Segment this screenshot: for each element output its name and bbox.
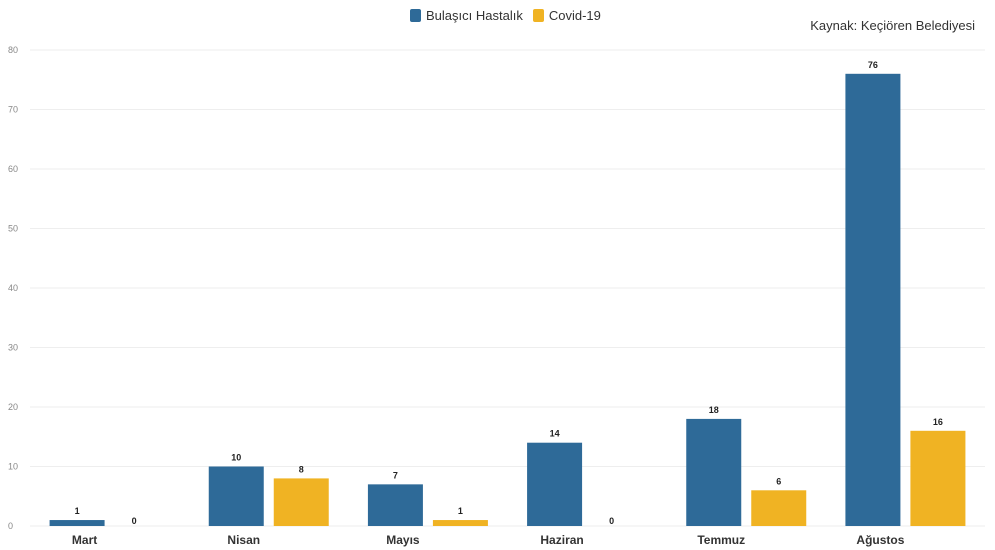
data-label: 0 (132, 516, 137, 526)
source-note: Kaynak: Keçiören Belediyesi (810, 18, 975, 33)
legend: Bulaşıcı Hastalık Covid-19 (410, 8, 601, 23)
y-tick-label: 70 (8, 105, 18, 115)
data-label: 8 (299, 464, 304, 474)
legend-swatch-series-b (532, 9, 544, 22)
x-tick-label: Nisan (227, 533, 260, 547)
bar-series-a (686, 418, 742, 526)
bar-series-b (432, 520, 488, 526)
data-label: 1 (458, 506, 463, 516)
x-tick-label: Mart (72, 533, 97, 547)
y-tick-label: 30 (8, 343, 18, 353)
data-label: 6 (776, 476, 781, 486)
legend-item-series-a[interactable]: Bulaşıcı Hastalık (410, 8, 523, 23)
bar-series-b (910, 430, 966, 526)
y-tick-label: 50 (8, 224, 18, 234)
data-label: 0 (609, 516, 614, 526)
legend-label-series-b: Covid-19 (548, 8, 601, 23)
legend-label-series-a: Bulaşıcı Hastalık (426, 8, 523, 23)
bar-series-a (845, 73, 901, 527)
x-tick-label: Mayıs (386, 533, 420, 547)
bar-series-b (273, 478, 329, 526)
x-tick-label: Ağustos (856, 533, 904, 547)
data-label: 10 (231, 453, 241, 463)
data-label: 7 (393, 470, 398, 480)
bar-series-a (208, 466, 264, 526)
bar-series-b (751, 490, 807, 526)
y-tick-label: 40 (8, 283, 18, 293)
legend-swatch-series-a (410, 9, 421, 22)
data-label: 14 (550, 429, 560, 439)
data-label: 1 (75, 506, 80, 516)
bar-series-a (49, 520, 105, 526)
y-tick-label: 20 (8, 402, 18, 412)
data-label: 18 (709, 405, 719, 415)
data-label: 76 (868, 60, 878, 70)
legend-item-series-b[interactable]: Covid-19 (532, 8, 601, 23)
bar-series-a (367, 484, 423, 526)
bar-series-a (527, 442, 583, 526)
y-tick-label: 80 (8, 45, 18, 55)
y-tick-label: 60 (8, 164, 18, 174)
x-tick-label: Temmuz (697, 533, 745, 547)
y-tick-label: 0 (8, 521, 13, 531)
y-tick-label: 10 (8, 462, 18, 472)
x-tick-label: Haziran (540, 533, 583, 547)
data-label: 16 (933, 417, 943, 427)
